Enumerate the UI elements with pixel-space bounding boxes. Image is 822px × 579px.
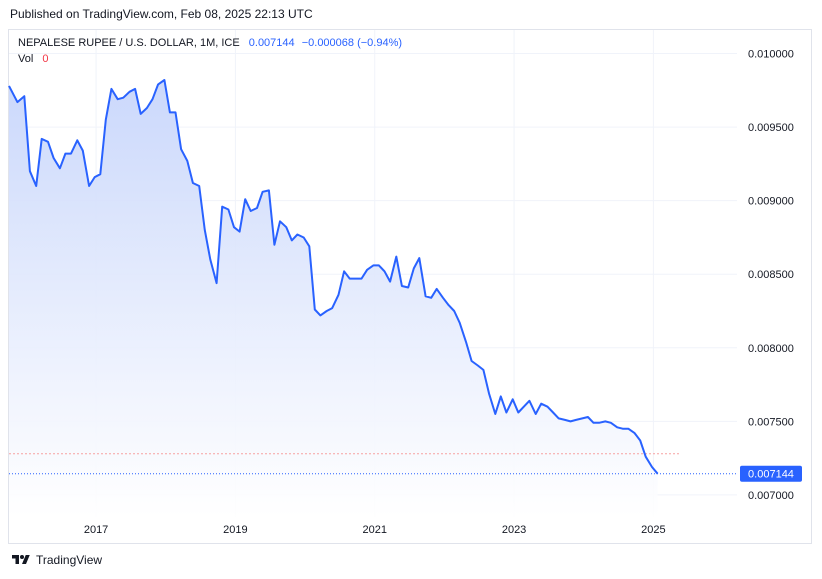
footer-brand[interactable]: TradingView (10, 553, 102, 567)
y-tick-label: 0.007000 (748, 490, 794, 502)
published-caption: Published on TradingView.com, Feb 08, 20… (10, 7, 313, 21)
legend-main-row: NEPALESE RUPEE / U.S. DOLLAR, 1M, ICE 0.… (18, 35, 402, 51)
y-tick-label: 0.009000 (748, 196, 794, 208)
x-tick-label: 2017 (84, 524, 108, 536)
x-tick-label: 2021 (362, 524, 386, 536)
price-line (8, 79, 659, 475)
tradingview-logo-icon (12, 555, 30, 564)
chart-legend: NEPALESE RUPEE / U.S. DOLLAR, 1M, ICE 0.… (18, 35, 402, 67)
legend-vol-label[interactable]: Vol (18, 53, 34, 65)
y-tick-label: 0.008500 (748, 269, 794, 281)
y-tick-label: 0.007500 (748, 416, 794, 428)
x-axis[interactable]: 2017 2019 2021 2023 2025 (84, 524, 666, 536)
x-tick-label: 2025 (641, 524, 665, 536)
y-axis[interactable]: 0.010000 0.009500 0.009000 0.008500 0.008000… (748, 49, 794, 502)
legend-change: −0.000068 (−0.94%) (301, 37, 403, 49)
legend-last-value: 0.007144 (248, 37, 295, 49)
y-tick-label: 0.008000 (748, 343, 794, 355)
price-area (9, 80, 658, 517)
y-tick-label: 0.009500 (748, 122, 794, 134)
legend-vol-value: 0 (42, 53, 49, 65)
legend-symbol[interactable]: NEPALESE RUPEE / U.S. DOLLAR, 1M, ICE (18, 37, 240, 49)
x-tick-label: 2019 (223, 524, 247, 536)
legend-volume-row: Vol 0 (18, 51, 402, 67)
last-price-marker: 0.007144 (9, 465, 802, 482)
last-price-label: 0.007144 (748, 469, 794, 481)
chart-frame (8, 29, 812, 544)
x-tick-label: 2023 (502, 524, 526, 536)
price-area-fill (9, 80, 658, 517)
footer-brand-label: TradingView (36, 553, 103, 567)
y-tick-label: 0.010000 (748, 49, 794, 61)
price-line-group (8, 79, 659, 475)
last-price-badge (740, 465, 802, 482)
